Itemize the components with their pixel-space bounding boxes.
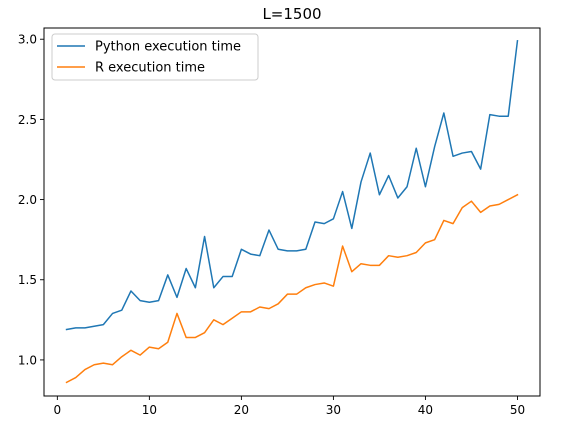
x-tick-label: 50 — [510, 403, 525, 417]
plot-frame — [43, 27, 541, 397]
y-tick-label: 1.0 — [18, 353, 37, 367]
series-line-python — [65, 39, 519, 331]
legend: Python execution time R execution time — [51, 33, 259, 81]
series-group — [65, 39, 519, 384]
y-tick-label: 2.5 — [18, 113, 37, 127]
x-tick-label: 10 — [142, 403, 157, 417]
legend-label-r: R execution time — [95, 61, 205, 76]
x-tick-label: 30 — [326, 403, 341, 417]
x-axis: 0 10 20 30 40 50 — [54, 396, 525, 417]
y-tick-label: 1.5 — [18, 273, 37, 287]
x-tick-label: 20 — [234, 403, 249, 417]
y-tick-label: 3.0 — [18, 33, 37, 47]
legend-label-python: Python execution time — [95, 40, 241, 55]
y-axis: 1.0 1.5 2.0 2.5 3.0 — [18, 33, 44, 367]
x-tick-label: 0 — [54, 403, 62, 417]
series-line-r — [65, 193, 519, 384]
chart-title: L=1500 — [262, 5, 321, 23]
legend-box — [51, 33, 259, 81]
x-tick-label: 40 — [418, 403, 433, 417]
y-tick-label: 2.0 — [18, 193, 37, 207]
